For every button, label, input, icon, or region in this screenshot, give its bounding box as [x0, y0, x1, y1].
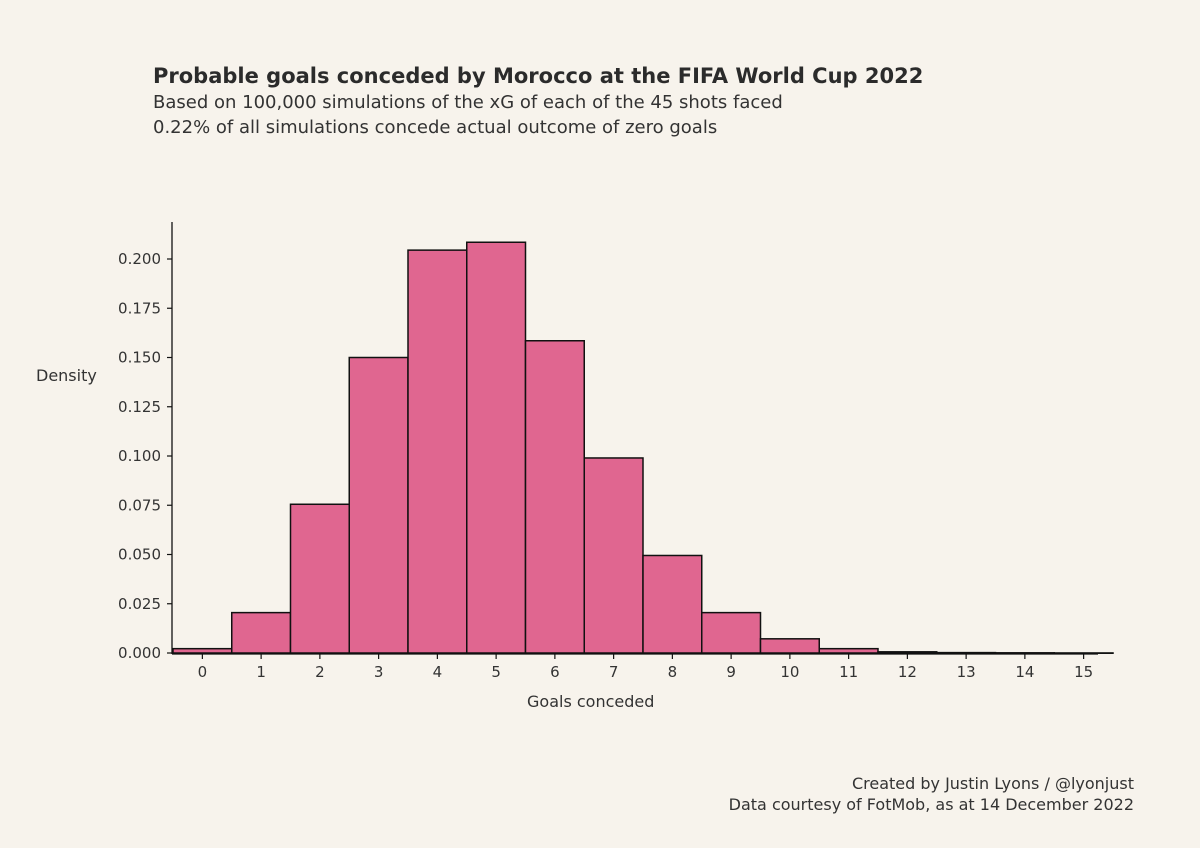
x-tick-label-11: 11 [839, 663, 858, 681]
histogram-bar-7 [583, 457, 644, 654]
y-tick-label-0.100: 0.100 [118, 447, 161, 465]
y-tick-label-0.125: 0.125 [118, 398, 161, 416]
histogram-bar-12 [877, 651, 938, 654]
y-tick-label-0.200: 0.200 [118, 250, 161, 268]
histogram-bar-2 [289, 503, 350, 654]
y-tick-label-0.175: 0.175 [118, 299, 161, 317]
x-tick-label-15: 15 [1074, 663, 1093, 681]
histogram-bar-1 [231, 611, 292, 654]
credit-data-source: Data courtesy of FotMob, as at 14 Decemb… [728, 795, 1134, 814]
y-tick-label-0.025: 0.025 [118, 595, 161, 613]
x-tick-label-10: 10 [780, 663, 799, 681]
chart-subtitle-line-2: 0.22% of all simulations concede actual … [153, 117, 718, 138]
histogram-bar-4 [407, 249, 468, 654]
y-tick-label-0.150: 0.150 [118, 349, 161, 367]
histogram-bar-10 [759, 638, 820, 654]
histogram-bar-5 [466, 241, 527, 654]
x-tick-label-12: 12 [898, 663, 917, 681]
x-axis-label: Goals conceded [527, 692, 655, 711]
x-tick-label-7: 7 [609, 663, 619, 681]
x-tick-label-6: 6 [550, 663, 560, 681]
histogram-bar-6 [524, 340, 585, 654]
y-tick-label-0.000: 0.000 [118, 644, 161, 662]
x-tick-label-1: 1 [256, 663, 266, 681]
histogram-bar-8 [642, 554, 703, 654]
histogram-bar-11 [818, 647, 879, 654]
chart-title: Probable goals conceded by Morocco at th… [153, 64, 924, 88]
x-tick-label-3: 3 [374, 663, 384, 681]
x-tick-label-13: 13 [957, 663, 976, 681]
y-axis-label: Density [36, 366, 97, 385]
x-tick-label-14: 14 [1015, 663, 1034, 681]
x-tick-label-4: 4 [433, 663, 443, 681]
chart-subtitle-line-1: Based on 100,000 simulations of the xG o… [153, 92, 783, 113]
y-tick-label-0.075: 0.075 [118, 496, 161, 514]
x-tick-label-0: 0 [198, 663, 208, 681]
x-tick-label-9: 9 [726, 663, 736, 681]
histogram-bar-9 [701, 611, 762, 654]
credit-author: Created by Justin Lyons / @lyonjust [851, 774, 1134, 793]
y-tick-label-0.050: 0.050 [118, 546, 161, 564]
histogram-bar-3 [348, 356, 409, 654]
x-tick-label-8: 8 [668, 663, 678, 681]
histogram-bar-0 [172, 647, 233, 654]
x-tick-label-5: 5 [491, 663, 501, 681]
x-tick-label-2: 2 [315, 663, 325, 681]
